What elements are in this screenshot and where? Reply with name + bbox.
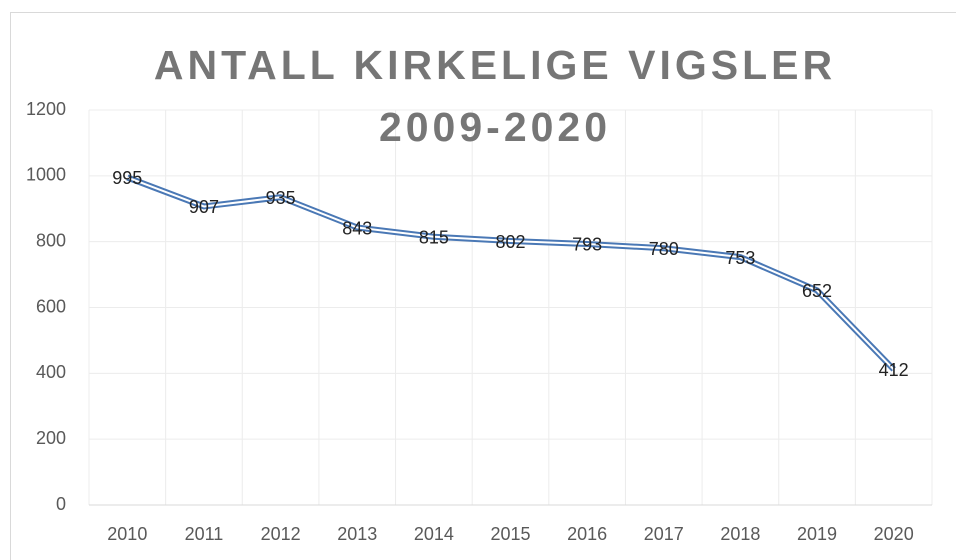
y-tick-label: 1200	[26, 99, 66, 119]
x-tick-label: 2013	[337, 524, 377, 544]
data-label: 815	[419, 227, 449, 247]
y-tick-label: 600	[36, 296, 66, 316]
x-tick-label: 2015	[490, 524, 530, 544]
data-label: 412	[879, 360, 909, 380]
data-label: 843	[342, 218, 372, 238]
data-label: 935	[266, 188, 296, 208]
x-tick-label: 2011	[185, 524, 224, 544]
x-tick-label: 2019	[797, 524, 837, 544]
data-label: 753	[725, 248, 755, 268]
y-tick-label: 800	[36, 230, 66, 250]
x-tick-label: 2012	[261, 524, 301, 544]
data-label: 907	[189, 197, 219, 217]
data-label: 995	[112, 168, 142, 188]
x-tick-label: 2017	[644, 524, 684, 544]
y-tick-label: 0	[56, 494, 66, 514]
line-inner	[126, 176, 895, 371]
y-tick-label: 200	[36, 428, 66, 448]
data-label: 652	[802, 281, 832, 301]
data-label: 780	[649, 239, 679, 259]
x-tick-label: 2018	[720, 524, 760, 544]
x-tick-label: 2016	[567, 524, 607, 544]
x-tick-label: 2020	[874, 524, 914, 544]
chart-title: ANTALL KIRKELIGE VIGSLER 2009-2020	[153, 42, 837, 150]
data-label: 802	[495, 232, 525, 252]
y-tick-label: 400	[36, 362, 66, 382]
data-label: 793	[572, 235, 602, 255]
x-tick-label: 2010	[107, 524, 147, 544]
y-tick-label: 1000	[26, 165, 66, 185]
chart-border	[10, 12, 956, 560]
x-tick-label: 2014	[414, 524, 454, 544]
